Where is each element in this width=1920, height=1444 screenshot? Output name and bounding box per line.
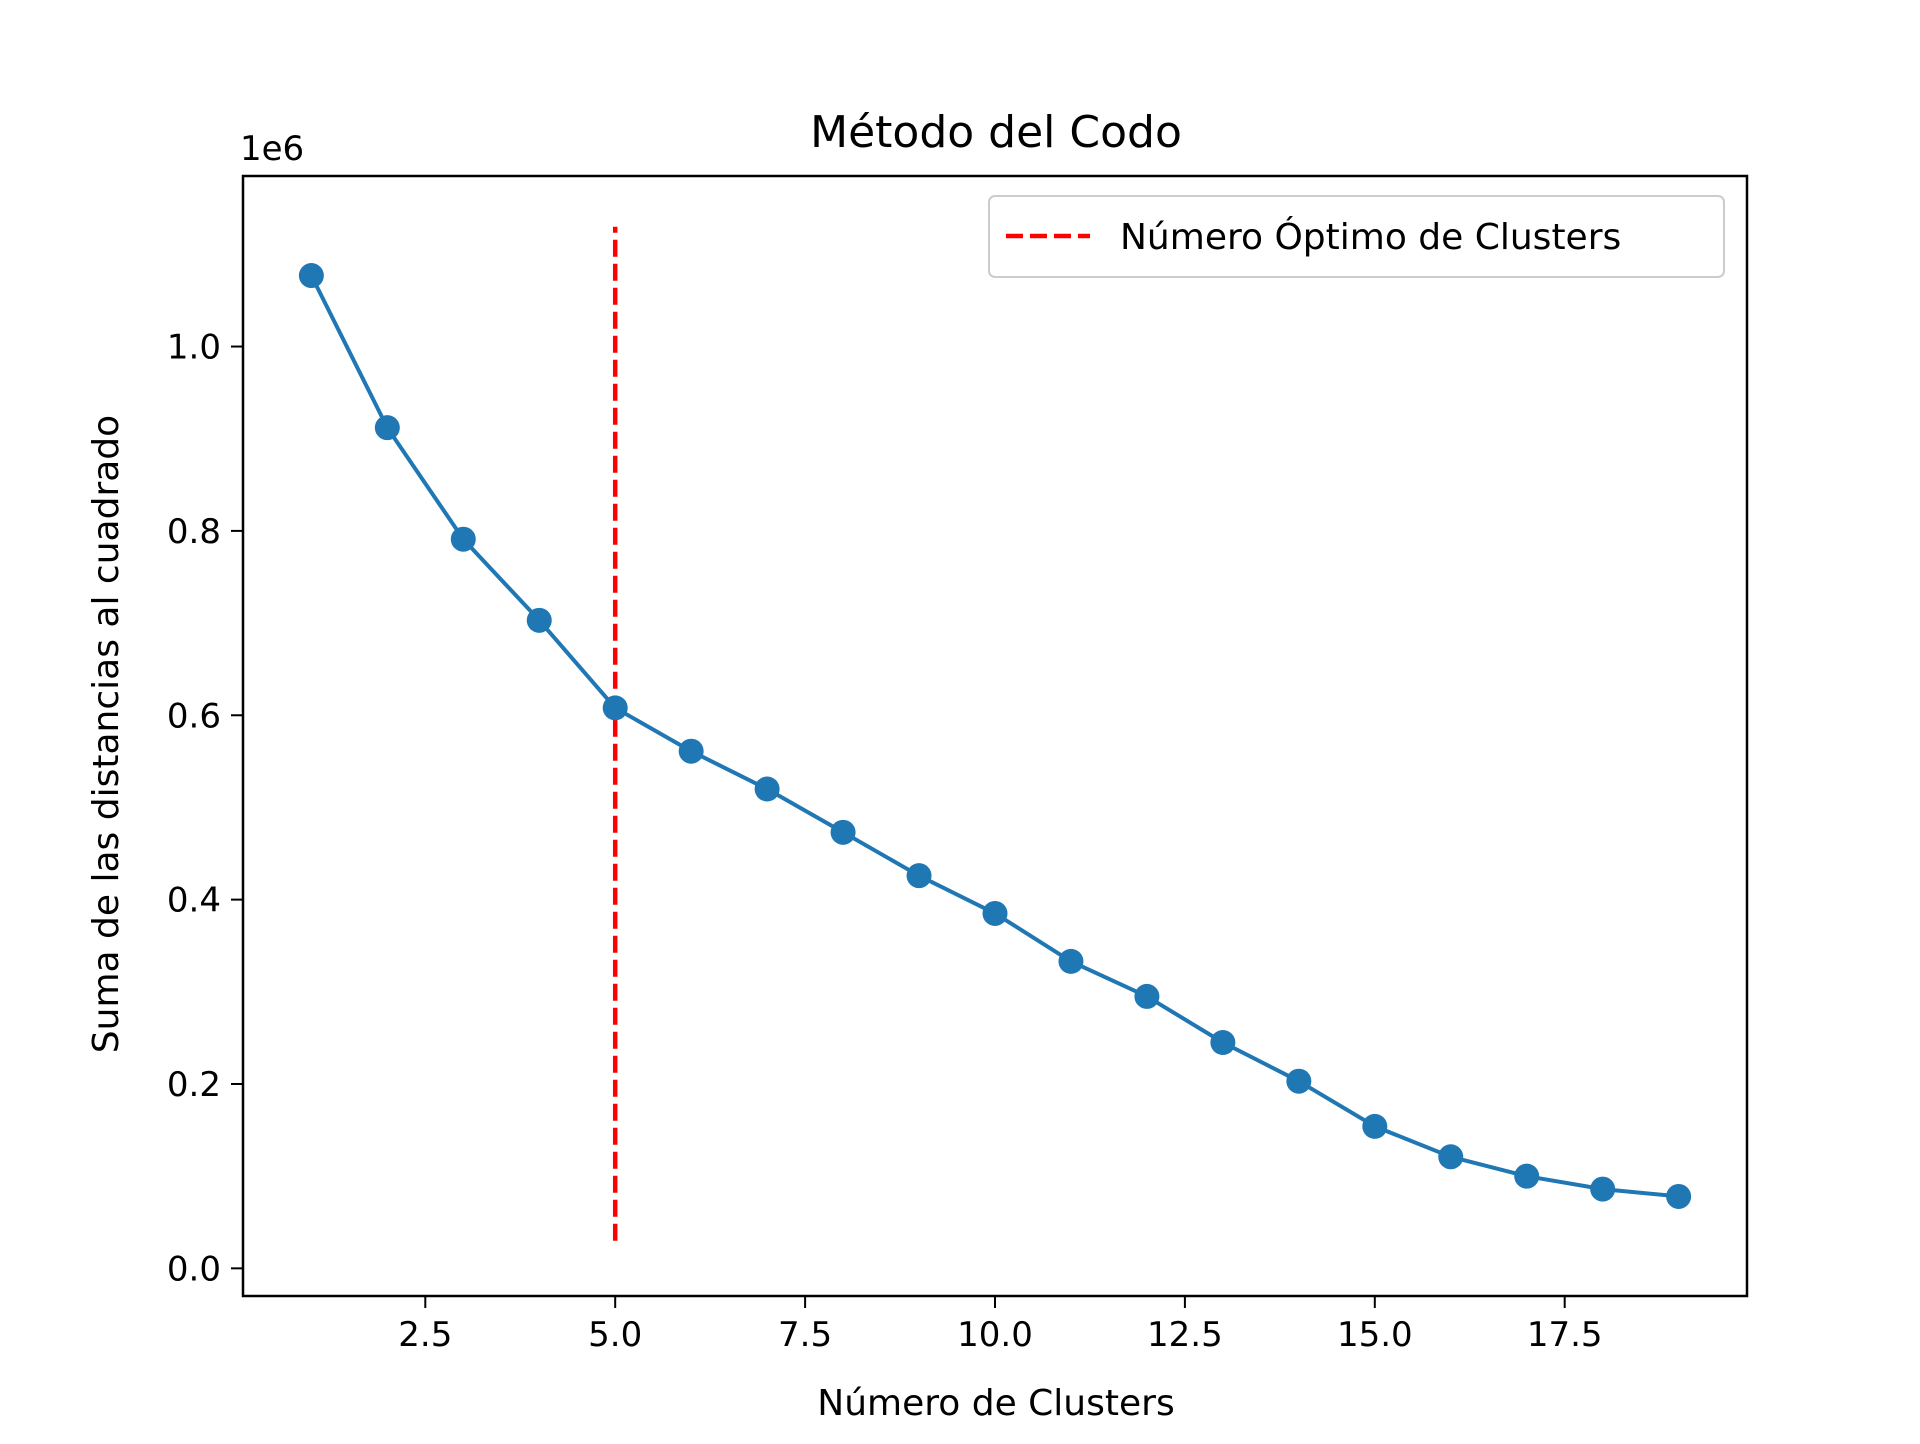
data-point-4 [526,607,552,633]
x-tick-label: 17.5 [1527,1315,1603,1355]
legend-box [988,195,1725,278]
y-tick-label: 0.6 [167,696,221,736]
x-tick-label: 7.5 [778,1315,832,1355]
data-point-7 [754,776,780,802]
data-point-12 [1134,983,1160,1009]
data-point-8 [830,819,856,845]
y-tick-label: 0.0 [167,1249,221,1289]
data-point-3 [450,526,476,552]
x-tick-label: 10.0 [957,1315,1033,1355]
data-point-17 [1514,1163,1540,1189]
chart-title: Método del Codo [810,107,1182,158]
data-point-13 [1210,1030,1236,1056]
data-point-14 [1286,1068,1312,1094]
plot-area [298,226,1692,1241]
data-point-19 [1666,1183,1692,1209]
y-tick-label: 0.8 [167,512,221,552]
y-axis-label: Suma de las distancias al cuadrado [86,415,127,1053]
y-tick-label: 1.0 [167,328,221,368]
data-point-6 [678,738,704,764]
y-tick-label: 0.4 [167,881,221,921]
legend-label: Número Óptimo de Clusters [1120,216,1621,258]
data-point-2 [374,415,400,441]
data-point-16 [1438,1144,1464,1170]
data-point-10 [982,900,1008,926]
data-point-15 [1362,1113,1388,1139]
data-point-11 [1058,948,1084,974]
x-tick-label: 5.0 [588,1315,642,1355]
axes: 2.5 5.0 7.5 10.0 12.5 15.0 17.5 0.0 0.2 0.4 0.6 0.8… [167,174,1749,1355]
y-tick-label: 0.2 [167,1065,221,1105]
y-axis-offset-label: 1e6 [240,129,304,169]
data-point-9 [906,863,932,889]
x-axis-label: Número de Clusters [817,1383,1174,1424]
x-tick-label: 15.0 [1337,1315,1413,1355]
data-point-18 [1590,1176,1616,1202]
data-point-1 [298,263,324,289]
legend: Número Óptimo de Clusters [988,195,1725,278]
x-tick-label: 2.5 [398,1315,452,1355]
x-tick-label: 12.5 [1147,1315,1223,1355]
data-point-5 [602,695,628,721]
